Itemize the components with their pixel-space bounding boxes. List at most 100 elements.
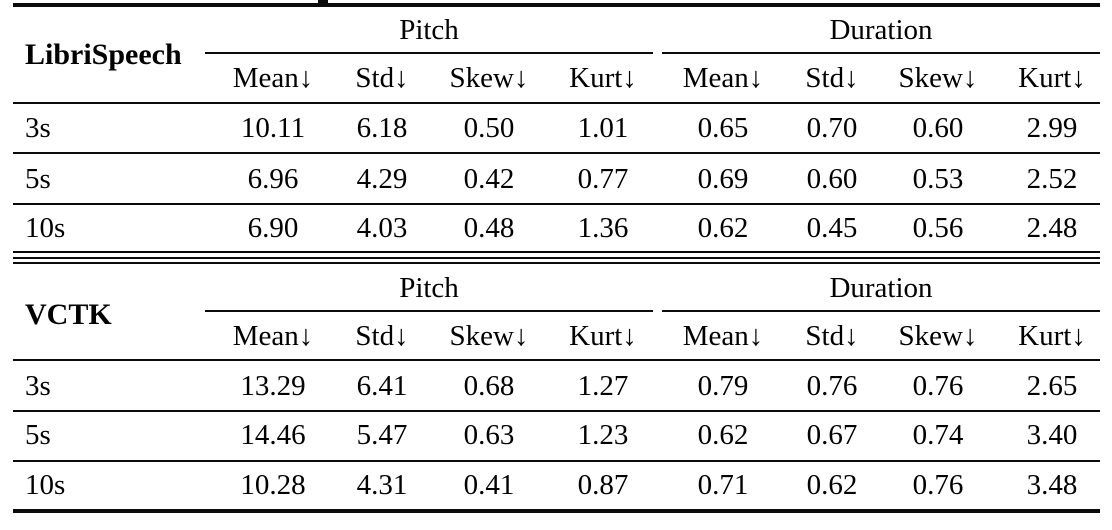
cmidrule-pitch-1	[205, 52, 653, 54]
value-cell: 0.63	[463, 419, 515, 451]
table-row: Pitch Duration	[0, 266, 1112, 310]
value-cell: 6.90	[247, 212, 299, 244]
value-cell: 1.36	[577, 212, 629, 244]
table-row: 10s 6.90 4.03 0.48 1.36 0.62 0.45 0.56 2…	[0, 206, 1112, 251]
value-cell: 0.67	[806, 419, 858, 451]
row-rule	[13, 152, 1100, 154]
value-cell: 1.01	[577, 111, 629, 144]
row-label: 5s	[25, 419, 51, 451]
toprule	[13, 3, 1100, 7]
value-cell: 0.76	[806, 369, 858, 402]
section-double-rule-top	[13, 257, 1100, 259]
table-row: 3s 13.29 6.41 0.68 1.27 0.79 0.76 0.76 2…	[0, 362, 1112, 410]
value-cell: 0.79	[697, 369, 749, 402]
value-cell: 0.56	[912, 212, 964, 244]
group-header-pitch: Pitch	[399, 271, 459, 304]
value-cell: 3.40	[1026, 419, 1078, 451]
col-header-kurt: Kurt↓	[569, 319, 637, 352]
value-cell: 0.77	[577, 162, 629, 195]
value-cell: 0.74	[912, 419, 964, 451]
value-cell: 0.60	[912, 111, 964, 144]
table-row: Mean↓ Std↓ Skew↓ Kurt↓ Mean↓ Std↓ Skew↓ …	[0, 313, 1112, 359]
cropped-caption-artifact	[318, 0, 328, 3]
value-cell: 0.71	[697, 469, 749, 501]
table-row: 5s 14.46 5.47 0.63 1.23 0.62 0.67 0.74 3…	[0, 412, 1112, 459]
value-cell: 6.18	[356, 111, 408, 144]
table-row: VCTK	[0, 270, 1112, 359]
cmidrule-pitch-2	[205, 310, 653, 312]
value-cell: 5.47	[356, 419, 408, 451]
value-cell: 0.76	[912, 369, 964, 402]
value-cell: 1.23	[577, 419, 629, 451]
value-cell: 0.76	[912, 469, 964, 501]
group-header-pitch: Pitch	[399, 13, 459, 46]
value-cell: 4.03	[356, 212, 408, 244]
row-label: 10s	[25, 469, 66, 501]
table-row: Pitch Duration	[0, 8, 1112, 52]
col-header-mean: Mean↓	[682, 319, 764, 352]
dataset-label-vctk: VCTK	[25, 297, 112, 331]
value-cell: 0.50	[463, 111, 515, 144]
col-header-skew: Skew↓	[449, 319, 529, 352]
value-cell: 0.62	[697, 212, 749, 244]
value-cell: 6.96	[247, 162, 299, 195]
group-header-duration: Duration	[829, 13, 933, 46]
value-cell: 13.29	[240, 369, 306, 402]
col-header-skew: Skew↓	[898, 319, 978, 352]
header-rule-1	[13, 102, 1100, 104]
row-label: 10s	[25, 212, 66, 244]
value-cell: 0.62	[806, 469, 858, 501]
row-label: 3s	[25, 369, 51, 402]
row-rule	[13, 410, 1100, 412]
value-cell: 0.62	[697, 419, 749, 451]
cmidrule-duration-1	[662, 52, 1100, 54]
value-cell: 0.41	[463, 469, 515, 501]
value-cell: 2.65	[1026, 369, 1078, 402]
col-header-std: Std↓	[805, 319, 859, 352]
header-rule-2	[13, 359, 1100, 361]
col-header-kurt: Kurt↓	[569, 61, 637, 94]
value-cell: 0.42	[463, 162, 515, 195]
col-header-skew: Skew↓	[449, 61, 529, 94]
value-cell: 0.87	[577, 469, 629, 501]
value-cell: 0.65	[697, 111, 749, 144]
value-cell: 10.11	[240, 111, 306, 144]
value-cell: 6.41	[356, 369, 408, 402]
section-double-rule-bottom	[13, 262, 1100, 264]
row-label: 5s	[25, 162, 51, 195]
table-row: LibriSpeech	[0, 8, 1112, 101]
row-rule	[13, 203, 1100, 205]
col-header-mean: Mean↓	[232, 61, 314, 94]
value-cell: 0.45	[806, 212, 858, 244]
col-header-kurt: Kurt↓	[1018, 61, 1086, 94]
col-header-mean: Mean↓	[682, 61, 764, 94]
value-cell: 2.52	[1026, 162, 1078, 195]
dataset-label-librispeech: LibriSpeech	[25, 37, 182, 71]
value-cell: 0.48	[463, 212, 515, 244]
value-cell: 0.70	[806, 111, 858, 144]
value-cell: 0.69	[697, 162, 749, 195]
value-cell: 0.68	[463, 369, 515, 402]
col-header-skew: Skew↓	[898, 61, 978, 94]
value-cell: 0.53	[912, 162, 964, 195]
value-cell: 14.46	[240, 419, 306, 451]
value-cell: 2.48	[1026, 212, 1078, 244]
table-row: Mean↓ Std↓ Skew↓ Kurt↓ Mean↓ Std↓ Skew↓ …	[0, 55, 1112, 101]
col-header-kurt: Kurt↓	[1018, 319, 1086, 352]
row-label: 3s	[25, 111, 51, 144]
col-header-std: Std↓	[355, 61, 409, 94]
cmidrule-duration-2	[662, 310, 1100, 312]
value-cell: 10.28	[240, 469, 306, 501]
col-header-mean: Mean↓	[232, 319, 314, 352]
table-row: 5s 6.96 4.29 0.42 0.77 0.69 0.60 0.53 2.…	[0, 155, 1112, 203]
value-cell: 0.60	[806, 162, 858, 195]
value-cell: 1.27	[577, 369, 629, 402]
group-header-duration: Duration	[829, 271, 933, 304]
table1-bottom-rule	[13, 251, 1100, 253]
value-cell: 4.29	[356, 162, 408, 195]
table-row: 10s 10.28 4.31 0.41 0.87 0.71 0.62 0.76 …	[0, 462, 1112, 509]
value-cell: 3.48	[1026, 469, 1078, 501]
row-rule	[13, 460, 1100, 462]
value-cell: 2.99	[1026, 111, 1078, 144]
